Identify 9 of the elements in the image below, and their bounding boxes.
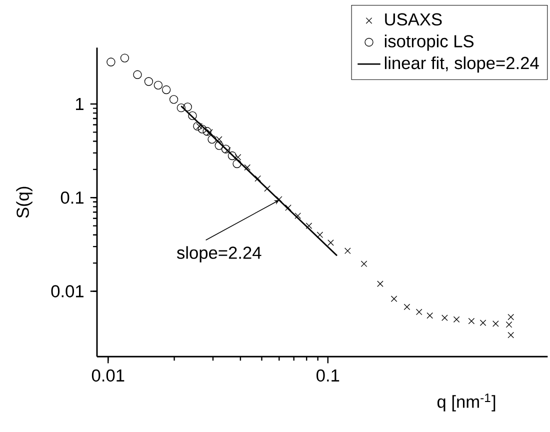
- annotation: slope=2.24: [176, 246, 262, 262]
- y-tick-label: 0.01: [51, 285, 84, 298]
- y-axis-title: S(q): [16, 186, 32, 218]
- x-axis-title: q [nm$^{-1}$]: [437, 394, 496, 412]
- legend-label: USAXS: [385, 13, 442, 26]
- y-tick-label: 0.1: [60, 191, 84, 204]
- legend-label: isotropic LS: [384, 34, 474, 51]
- legend-label: linear fit, slope=2.24: [384, 56, 539, 73]
- y-tick-label: 1: [76, 98, 84, 110]
